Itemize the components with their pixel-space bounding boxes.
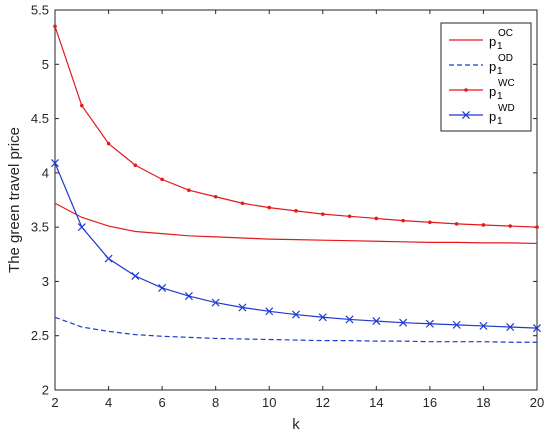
series-wc bbox=[53, 24, 539, 229]
y-axis-ticks: 2 2.5 3 3.5 4 4.5 5 5.5 bbox=[31, 3, 537, 398]
data-point bbox=[79, 103, 84, 108]
x-tick-label: 4 bbox=[105, 395, 112, 410]
data-point bbox=[184, 292, 193, 301]
data-point bbox=[213, 194, 218, 199]
data-point bbox=[238, 303, 247, 312]
legend-label-superscript: OC bbox=[498, 28, 513, 39]
data-point bbox=[506, 323, 515, 332]
x-tick-label: 8 bbox=[212, 395, 219, 410]
data-point bbox=[399, 318, 408, 327]
x-tick-label: 18 bbox=[476, 395, 490, 410]
x-axis-ticks: 2 4 6 8 10 12 14 16 18 20 bbox=[51, 10, 544, 410]
data-point bbox=[508, 224, 513, 228]
data-point bbox=[77, 223, 86, 232]
data-point bbox=[211, 298, 220, 307]
data-point bbox=[267, 205, 272, 210]
legend-label: p bbox=[489, 59, 496, 74]
y-tick-label: 2.5 bbox=[31, 328, 49, 343]
data-point bbox=[160, 177, 164, 182]
data-point bbox=[291, 310, 301, 319]
legend-label-superscript: WC bbox=[498, 78, 515, 89]
data-point bbox=[104, 254, 113, 263]
x-tick-label: 12 bbox=[316, 395, 330, 410]
data-point bbox=[428, 220, 432, 225]
data-point bbox=[50, 159, 60, 168]
data-point bbox=[425, 319, 434, 328]
y-tick-label: 3.5 bbox=[31, 220, 49, 235]
data-point bbox=[106, 141, 111, 146]
data-point bbox=[318, 313, 327, 322]
data-point bbox=[265, 307, 274, 316]
legend-marker bbox=[464, 88, 468, 92]
legend-label-subscript: 1 bbox=[497, 91, 503, 102]
data-point bbox=[454, 222, 459, 226]
x-tick-label: 2 bbox=[51, 395, 58, 410]
data-point bbox=[481, 223, 486, 227]
legend-entry-od: p 1 OD bbox=[449, 53, 513, 77]
data-point bbox=[158, 283, 167, 292]
series-layer bbox=[50, 24, 542, 343]
data-point bbox=[479, 321, 488, 330]
y-tick-label: 4 bbox=[42, 165, 49, 180]
legend-entry-wd: p 1 WD bbox=[449, 103, 515, 127]
series-od bbox=[54, 316, 537, 343]
x-tick-label: 14 bbox=[369, 395, 383, 410]
y-axis-label: The green travel price bbox=[6, 127, 23, 273]
y-tick-label: 5 bbox=[42, 57, 49, 72]
data-point bbox=[320, 212, 325, 216]
legend-entry-oc: p 1 OC bbox=[449, 28, 513, 52]
data-point bbox=[53, 24, 57, 29]
x-tick-label: 10 bbox=[262, 395, 276, 410]
legend-label-subscript: 1 bbox=[497, 116, 503, 127]
data-point bbox=[345, 315, 354, 324]
series-oc bbox=[54, 202, 538, 245]
y-tick-label: 3 bbox=[42, 274, 49, 289]
data-point bbox=[240, 201, 245, 206]
data-point bbox=[374, 216, 379, 221]
data-point bbox=[401, 218, 405, 223]
x-tick-label: 20 bbox=[530, 395, 544, 410]
legend-label-superscript: OD bbox=[498, 53, 513, 64]
data-point bbox=[452, 320, 461, 329]
series-line-oc bbox=[54, 202, 538, 245]
x-tick-label: 16 bbox=[423, 395, 437, 410]
legend-label: p bbox=[489, 84, 496, 99]
data-point bbox=[131, 271, 140, 281]
data-point bbox=[535, 225, 539, 229]
data-point bbox=[294, 209, 298, 213]
legend-entry-wc: p 1 WC bbox=[449, 78, 515, 102]
legend-label-superscript: WD bbox=[498, 103, 515, 114]
x-axis-label: k bbox=[292, 416, 300, 433]
y-tick-label: 4.5 bbox=[31, 111, 49, 126]
legend-label: p bbox=[489, 109, 496, 124]
series-wd bbox=[50, 159, 542, 333]
series-line-od bbox=[54, 316, 537, 343]
legend-label-subscript: 1 bbox=[497, 41, 503, 52]
y-tick-label: 5.5 bbox=[31, 3, 49, 18]
data-point bbox=[133, 163, 138, 168]
legend-label-subscript: 1 bbox=[497, 66, 503, 77]
data-point bbox=[532, 324, 542, 333]
data-point bbox=[347, 214, 352, 219]
legend-marker bbox=[461, 110, 471, 120]
legend-label: p bbox=[489, 34, 496, 49]
legend-box bbox=[440, 22, 532, 132]
y-tick-label: 2 bbox=[42, 383, 49, 398]
x-tick-label: 6 bbox=[158, 395, 165, 410]
data-point bbox=[372, 317, 381, 326]
data-point bbox=[187, 188, 191, 193]
